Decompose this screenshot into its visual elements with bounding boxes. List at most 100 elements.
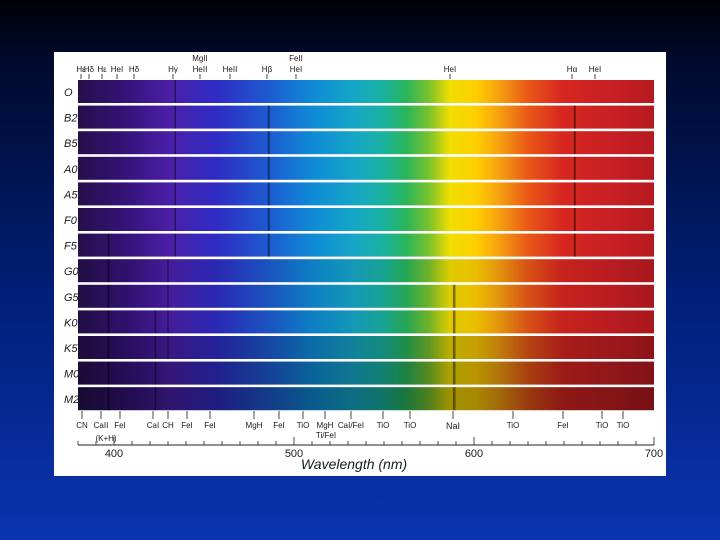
- top-line-label: Hε: [76, 65, 86, 74]
- spectrum-strip-b2: [78, 105, 654, 129]
- spectrum-strip-f0: [78, 208, 654, 231]
- bottom-line-label: TiO: [507, 421, 520, 430]
- absorption-line: [154, 336, 157, 359]
- bottom-line-label: FeI: [114, 421, 126, 430]
- spectrum-strip-g0: [78, 259, 654, 283]
- spectrum-strip-a0: [78, 156, 654, 180]
- bottom-line-label: NaI: [446, 421, 460, 431]
- bottom-line-label: FeI: [557, 421, 569, 430]
- absorption-line: [174, 233, 176, 257]
- spectra-panel: O B2 B5 A0 A5 F0 F5 G0 G5 K0 K5 M0 M2 Hε Hδ Hε HeI Hδ Hγ M…: [54, 52, 666, 476]
- axis-tick-label: 600: [465, 448, 483, 460]
- spectral-type-label: M2: [64, 394, 79, 406]
- bottom-line-label: TiO: [596, 421, 609, 430]
- absorption-line: [267, 105, 270, 129]
- top-line-label: HeI: [444, 65, 456, 74]
- bottom-line-label: TiO: [297, 421, 310, 430]
- spectrum-strip-m2: [78, 387, 654, 411]
- bottom-line-label: (K+H): [95, 434, 116, 443]
- top-line-label: HeI: [589, 65, 601, 74]
- absorption-line: [573, 208, 576, 231]
- absorption-line: [167, 310, 169, 334]
- absorption-line: [573, 105, 576, 129]
- spectral-type-label: A0: [63, 164, 78, 176]
- spectrum-strip-b5: [78, 131, 654, 155]
- absorption-line: [267, 182, 270, 206]
- axis-tick-label: 500: [285, 448, 303, 460]
- spectral-type-label: B2: [64, 113, 77, 125]
- bottom-line-label: CaI: [147, 421, 159, 430]
- bottom-line-label: CaII: [94, 421, 109, 430]
- axis-tick-label: 700: [645, 448, 663, 460]
- axis-title: Wavelength (nm): [301, 456, 407, 472]
- spectral-type-label: K5: [64, 343, 78, 355]
- top-line-label: HeI: [111, 65, 123, 74]
- absorption-line: [167, 336, 169, 359]
- absorption-line: [452, 284, 456, 308]
- absorption-line: [154, 361, 157, 385]
- spectrum-strip-k5: [78, 336, 654, 359]
- bottom-line-label: FeI: [204, 421, 216, 430]
- absorption-line: [107, 233, 110, 257]
- top-line-label: HeII: [193, 65, 208, 74]
- spectrum-strip-m0: [78, 361, 654, 385]
- strip-absorption-shade: [78, 387, 654, 411]
- spectral-type-label: K0: [64, 317, 78, 329]
- bottom-line-label: CaI/FeI: [338, 421, 364, 430]
- absorption-line: [174, 208, 176, 231]
- absorption-line: [107, 387, 110, 411]
- absorption-line: [107, 336, 110, 359]
- bottom-line-label: MgH: [317, 421, 334, 430]
- top-line-label: FeII: [289, 54, 303, 63]
- spectrum-strip-f5: [78, 233, 654, 257]
- absorption-line: [107, 310, 110, 334]
- absorption-line: [452, 336, 456, 359]
- absorption-line: [573, 182, 576, 206]
- absorption-line: [267, 208, 270, 231]
- strip-absorption-shade: [78, 284, 654, 308]
- top-line-label: Hβ: [262, 65, 273, 74]
- bottom-line-label: MgH: [246, 421, 263, 430]
- absorption-line: [452, 361, 456, 385]
- top-line-label: MgII: [192, 54, 208, 63]
- absorption-line: [573, 233, 576, 257]
- spectral-type-label: F5: [64, 241, 78, 253]
- spectrum-strip-a5: [78, 182, 654, 206]
- bottom-line-label: TiO: [404, 421, 417, 430]
- absorption-line: [452, 387, 456, 411]
- absorption-line: [573, 156, 576, 180]
- spectral-type-label: G0: [64, 266, 80, 278]
- bottom-line-label: CH: [162, 421, 174, 430]
- strip-absorption-shade: [78, 361, 654, 385]
- absorption-line: [167, 284, 169, 308]
- spectrum-strip-k0: [78, 310, 654, 334]
- wavelength-axis: 400 500 600 700 Wavelength (nm): [77, 437, 663, 472]
- bottom-line-label: TiO: [617, 421, 630, 430]
- spectral-type-label: F0: [64, 215, 78, 227]
- top-line-label: Hα: [567, 65, 578, 74]
- absorption-line: [174, 105, 176, 129]
- top-line-label: Hδ: [129, 65, 140, 74]
- spectrum-strip-g5: [78, 284, 654, 308]
- absorption-line: [267, 131, 270, 155]
- spectral-type-label: G5: [64, 292, 80, 304]
- top-line-label: Hε: [97, 65, 107, 74]
- bottom-line-label: FeI: [273, 421, 285, 430]
- spectral-type-label: A5: [63, 189, 78, 201]
- absorption-line: [154, 387, 157, 411]
- absorption-line: [107, 361, 110, 385]
- absorption-line: [174, 80, 176, 103]
- absorption-line: [154, 310, 157, 334]
- absorption-line: [573, 131, 576, 155]
- absorption-line: [267, 156, 270, 180]
- absorption-line: [452, 310, 456, 334]
- top-line-label: HeII: [223, 65, 238, 74]
- absorption-line: [174, 131, 176, 155]
- bottom-line-label: CN: [76, 421, 88, 430]
- strip-absorption-shade: [78, 336, 654, 359]
- spectral-type-label: O: [64, 87, 73, 99]
- bottom-line-label: FeI: [181, 421, 193, 430]
- absorption-line: [107, 284, 110, 308]
- strip-absorption-shade: [78, 310, 654, 334]
